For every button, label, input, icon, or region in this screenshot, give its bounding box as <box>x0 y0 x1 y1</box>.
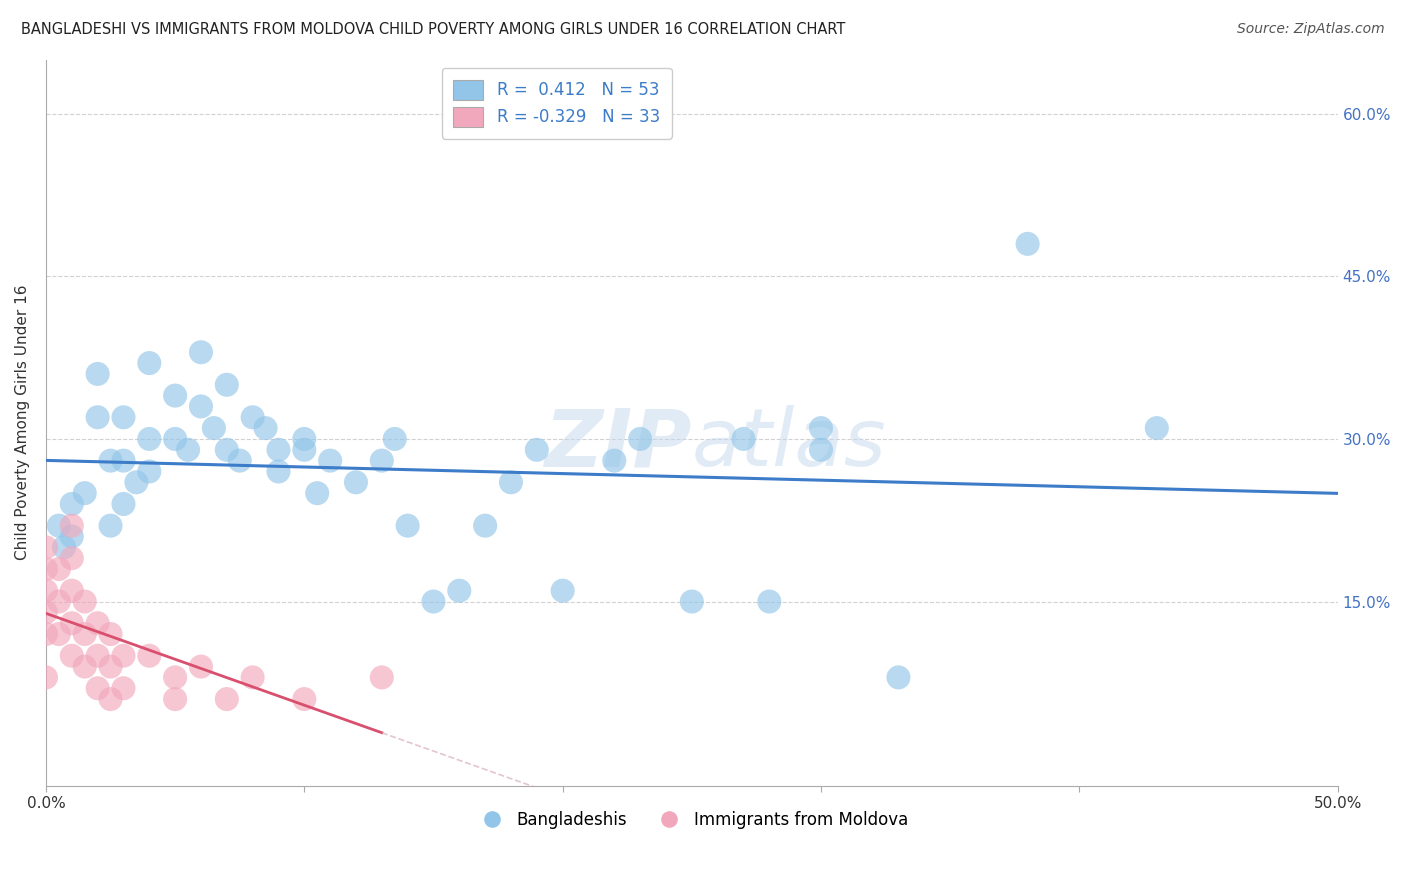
Point <box>86 367 108 381</box>
Point <box>48 562 70 576</box>
Point <box>138 648 160 663</box>
Point <box>733 432 755 446</box>
Point <box>1146 421 1168 435</box>
Point <box>60 529 83 543</box>
Point <box>138 356 160 370</box>
Point <box>60 497 83 511</box>
Point <box>319 453 342 467</box>
Point <box>48 627 70 641</box>
Point <box>228 453 250 467</box>
Point <box>628 432 651 446</box>
Point <box>86 410 108 425</box>
Point <box>125 475 148 490</box>
Point <box>292 432 315 446</box>
Point <box>86 616 108 631</box>
Point <box>112 681 135 696</box>
Point <box>60 648 83 663</box>
Point <box>681 594 703 608</box>
Point <box>344 475 367 490</box>
Point <box>422 594 444 608</box>
Point <box>100 659 122 673</box>
Point <box>60 518 83 533</box>
Point <box>242 670 264 684</box>
Point <box>177 442 200 457</box>
Point <box>371 453 394 467</box>
Point <box>35 627 58 641</box>
Point <box>307 486 329 500</box>
Point <box>100 692 122 706</box>
Point <box>215 377 238 392</box>
Point <box>810 421 832 435</box>
Point <box>100 627 122 641</box>
Point <box>526 442 548 457</box>
Point <box>254 421 277 435</box>
Point <box>165 692 187 706</box>
Point <box>73 659 96 673</box>
Point <box>292 442 315 457</box>
Point <box>48 594 70 608</box>
Point <box>810 442 832 457</box>
Point <box>35 562 58 576</box>
Point <box>60 583 83 598</box>
Y-axis label: Child Poverty Among Girls Under 16: Child Poverty Among Girls Under 16 <box>15 285 30 560</box>
Text: atlas: atlas <box>692 406 887 483</box>
Point <box>449 583 471 598</box>
Point <box>138 465 160 479</box>
Point <box>73 627 96 641</box>
Point <box>53 541 76 555</box>
Point <box>86 681 108 696</box>
Point <box>138 432 160 446</box>
Point <box>371 670 394 684</box>
Point <box>165 432 187 446</box>
Text: BANGLADESHI VS IMMIGRANTS FROM MOLDOVA CHILD POVERTY AMONG GIRLS UNDER 16 CORREL: BANGLADESHI VS IMMIGRANTS FROM MOLDOVA C… <box>21 22 845 37</box>
Point <box>758 594 780 608</box>
Point <box>202 421 225 435</box>
Point <box>35 670 58 684</box>
Point <box>215 442 238 457</box>
Point <box>887 670 910 684</box>
Text: ZIP: ZIP <box>544 406 692 483</box>
Text: Source: ZipAtlas.com: Source: ZipAtlas.com <box>1237 22 1385 37</box>
Point <box>112 410 135 425</box>
Point <box>190 400 212 414</box>
Point <box>112 497 135 511</box>
Point <box>60 551 83 566</box>
Point <box>551 583 574 598</box>
Point <box>73 594 96 608</box>
Point <box>35 541 58 555</box>
Point <box>190 659 212 673</box>
Point <box>190 345 212 359</box>
Point <box>112 453 135 467</box>
Point <box>474 518 496 533</box>
Point <box>35 606 58 620</box>
Point <box>165 670 187 684</box>
Point <box>267 465 290 479</box>
Point <box>165 388 187 402</box>
Point <box>86 648 108 663</box>
Point <box>499 475 522 490</box>
Point <box>60 616 83 631</box>
Point <box>215 692 238 706</box>
Legend: Bangladeshis, Immigrants from Moldova: Bangladeshis, Immigrants from Moldova <box>468 805 915 836</box>
Point <box>396 518 419 533</box>
Point <box>48 518 70 533</box>
Point <box>292 692 315 706</box>
Point <box>100 453 122 467</box>
Point <box>1017 236 1039 251</box>
Point <box>112 648 135 663</box>
Point <box>603 453 626 467</box>
Point <box>267 442 290 457</box>
Point <box>100 518 122 533</box>
Point <box>242 410 264 425</box>
Point <box>384 432 406 446</box>
Point <box>73 486 96 500</box>
Point <box>35 583 58 598</box>
